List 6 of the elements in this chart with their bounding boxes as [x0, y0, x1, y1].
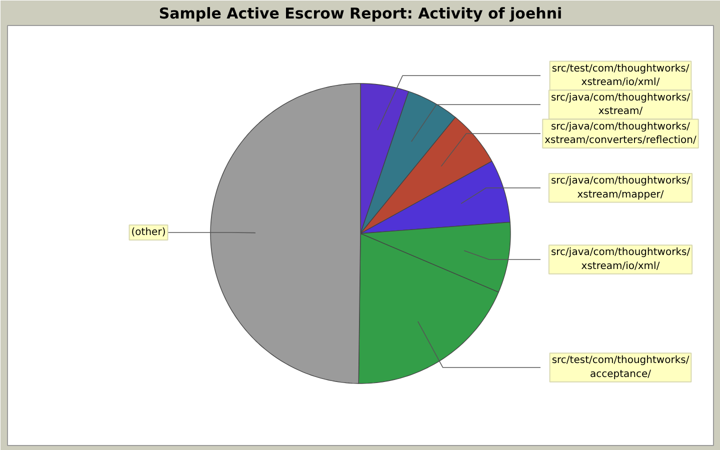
chart-title: Sample Active Escrow Report: Activity of joehni — [158, 4, 562, 22]
slice-label: src/java/com/thoughtworks/xstream/mapper/ — [550, 176, 691, 200]
slice-label: src/java/com/thoughtworks/xstream/converters/reflection/ — [544, 121, 698, 146]
slice-label: src/java/com/thoughtworks/xstream/io/xml/ — [550, 247, 691, 272]
slice-label: (other) — [131, 226, 166, 238]
slice-label: src/test/com/thoughtworks/acceptance/ — [552, 355, 690, 380]
